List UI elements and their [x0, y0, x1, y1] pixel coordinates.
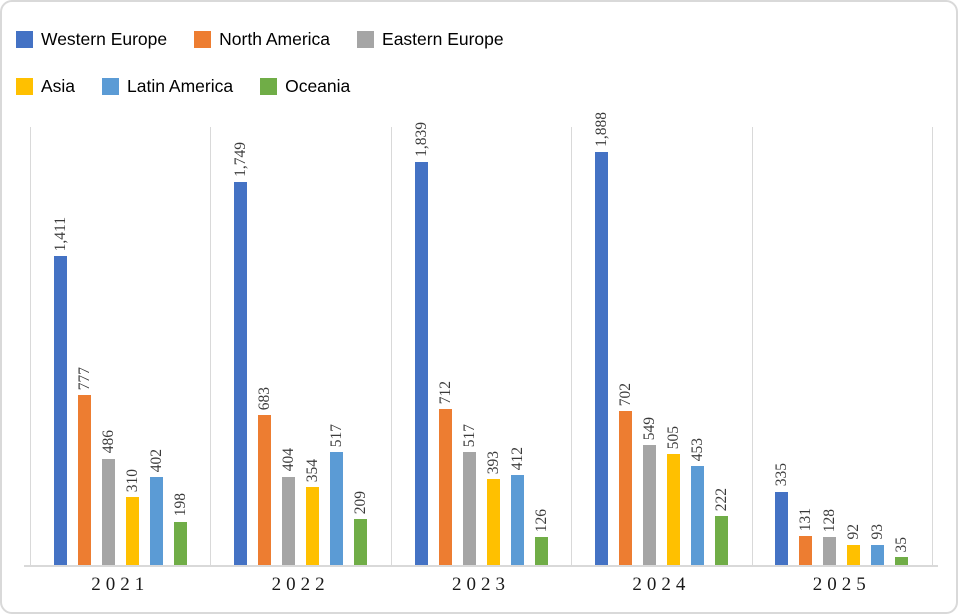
data-label-north-america-2023: 712 [436, 380, 454, 405]
x-axis-label-2023: 2023 [451, 574, 510, 595]
category-separator-line [571, 127, 573, 565]
bar-asia-2022 [306, 487, 320, 565]
plot-area: 1,411 777 486 310 402 198 1,749 683 404 354 517 209… [24, 112, 938, 567]
bar-latin-america-2024 [690, 465, 704, 565]
chart-legend: Western Europe North America Eastern Europ… [16, 24, 531, 118]
data-label-asia-2021: 310 [123, 468, 141, 493]
bar-eastern-europe-2024 [642, 444, 656, 565]
legend-row-1: Western Europe North America Eastern Europ… [16, 24, 531, 54]
data-label-latin-america-2021: 402 [147, 448, 165, 472]
bar-western-europe-2022 [234, 181, 248, 565]
data-label-oceania-2024: 222 [712, 488, 730, 512]
bar-oceania-2021 [173, 521, 187, 565]
data-label-eastern-europe-2024: 549 [640, 416, 658, 440]
legend-label: Latin America [127, 75, 234, 96]
category-separator-line [210, 127, 212, 565]
data-label-latin-america-2023: 412 [508, 446, 526, 470]
legend-swatch-asia [16, 77, 33, 95]
data-label-latin-america-2024: 453 [688, 437, 706, 461]
x-axis-line [24, 565, 938, 567]
bar-oceania-2023 [534, 537, 548, 565]
data-label-north-america-2025: 131 [797, 508, 815, 532]
bar-oceania-2022 [354, 519, 368, 565]
bar-western-europe-2023 [414, 162, 428, 565]
data-label-oceania-2021: 198 [171, 493, 189, 517]
legend-label: Eastern Europe [382, 28, 504, 49]
bar-oceania-2024 [714, 516, 728, 565]
data-label-oceania-2025: 35 [893, 536, 911, 553]
data-label-oceania-2023: 126 [532, 509, 550, 533]
bar-eastern-europe-2025 [823, 536, 837, 565]
legend-label: Western Europe [41, 28, 168, 49]
bar-north-america-2021 [77, 394, 91, 565]
bar-eastern-europe-2022 [282, 476, 296, 565]
x-axis-labels: 2021 2022 2023 2024 2025 [30, 574, 932, 604]
bar-north-america-2022 [258, 415, 272, 565]
data-label-eastern-europe-2025: 128 [821, 508, 839, 532]
data-label-eastern-europe-2021: 486 [99, 430, 117, 454]
data-label-asia-2025: 92 [845, 524, 863, 540]
legend-row-2: Asia Latin America Oceania [16, 71, 531, 101]
x-axis-label-2021: 2021 [91, 574, 150, 595]
x-axis-label-2024: 2024 [632, 574, 691, 595]
bar-latin-america-2021 [149, 476, 163, 565]
category-separator-line [932, 127, 933, 565]
data-label-eastern-europe-2022: 404 [280, 448, 298, 472]
data-label-eastern-europe-2023: 517 [460, 423, 478, 447]
legend-swatch-western-europe [16, 30, 33, 48]
bar-asia-2023 [486, 478, 500, 565]
data-label-asia-2023: 393 [484, 450, 502, 474]
legend-item-eastern-europe: Eastern Europe [357, 29, 504, 50]
bar-asia-2025 [847, 544, 861, 565]
bar-latin-america-2022 [330, 451, 344, 565]
legend-swatch-north-america [194, 30, 212, 48]
data-label-north-america-2022: 683 [256, 387, 274, 411]
data-label-oceania-2022: 209 [352, 490, 370, 515]
legend-label: Asia [41, 75, 76, 96]
data-label-asia-2024: 505 [664, 426, 682, 450]
legend-item-north-america: North America [194, 29, 330, 50]
data-label-latin-america-2022: 517 [328, 423, 346, 447]
legend-item-asia: Asia [16, 76, 75, 97]
legend-swatch-eastern-europe [357, 30, 375, 48]
bar-north-america-2024 [618, 411, 632, 565]
legend-item-latin-america: Latin America [102, 76, 233, 97]
legend-item-western-europe: Western Europe [16, 29, 167, 50]
data-label-north-america-2024: 702 [616, 383, 634, 407]
data-label-western-europe-2022: 1,749 [232, 142, 250, 177]
category-separator-line [390, 127, 392, 565]
x-axis-label-2022: 2022 [271, 574, 330, 595]
bar-western-europe-2024 [594, 151, 608, 565]
data-label-western-europe-2021: 1,411 [51, 216, 69, 251]
data-label-western-europe-2025: 335 [773, 463, 791, 487]
bar-western-europe-2025 [775, 491, 789, 565]
bar-eastern-europe-2023 [462, 451, 476, 565]
legend-item-oceania: Oceania [260, 76, 350, 97]
data-label-north-america-2021: 777 [75, 366, 93, 390]
data-label-latin-america-2025: 93 [869, 524, 887, 540]
data-label-western-europe-2024: 1,888 [592, 111, 610, 147]
data-label-western-europe-2023: 1,839 [412, 122, 430, 158]
bar-eastern-europe-2021 [101, 458, 115, 565]
legend-label: Oceania [285, 75, 351, 96]
bar-oceania-2025 [895, 557, 909, 565]
x-axis-label-2025: 2025 [812, 574, 871, 595]
bar-latin-america-2025 [871, 544, 885, 565]
legend-label: North America [219, 28, 331, 49]
data-label-asia-2022: 354 [304, 459, 322, 483]
bar-asia-2024 [666, 454, 680, 565]
bar-north-america-2025 [799, 536, 813, 565]
category-separator-line [30, 127, 31, 565]
bar-western-europe-2021 [53, 256, 67, 565]
bar-latin-america-2023 [510, 474, 524, 565]
category-separator-line [751, 127, 753, 565]
bar-asia-2021 [125, 497, 139, 565]
legend-swatch-latin-america [102, 77, 120, 95]
legend-swatch-oceania [260, 77, 278, 95]
bar-north-america-2023 [438, 409, 452, 565]
